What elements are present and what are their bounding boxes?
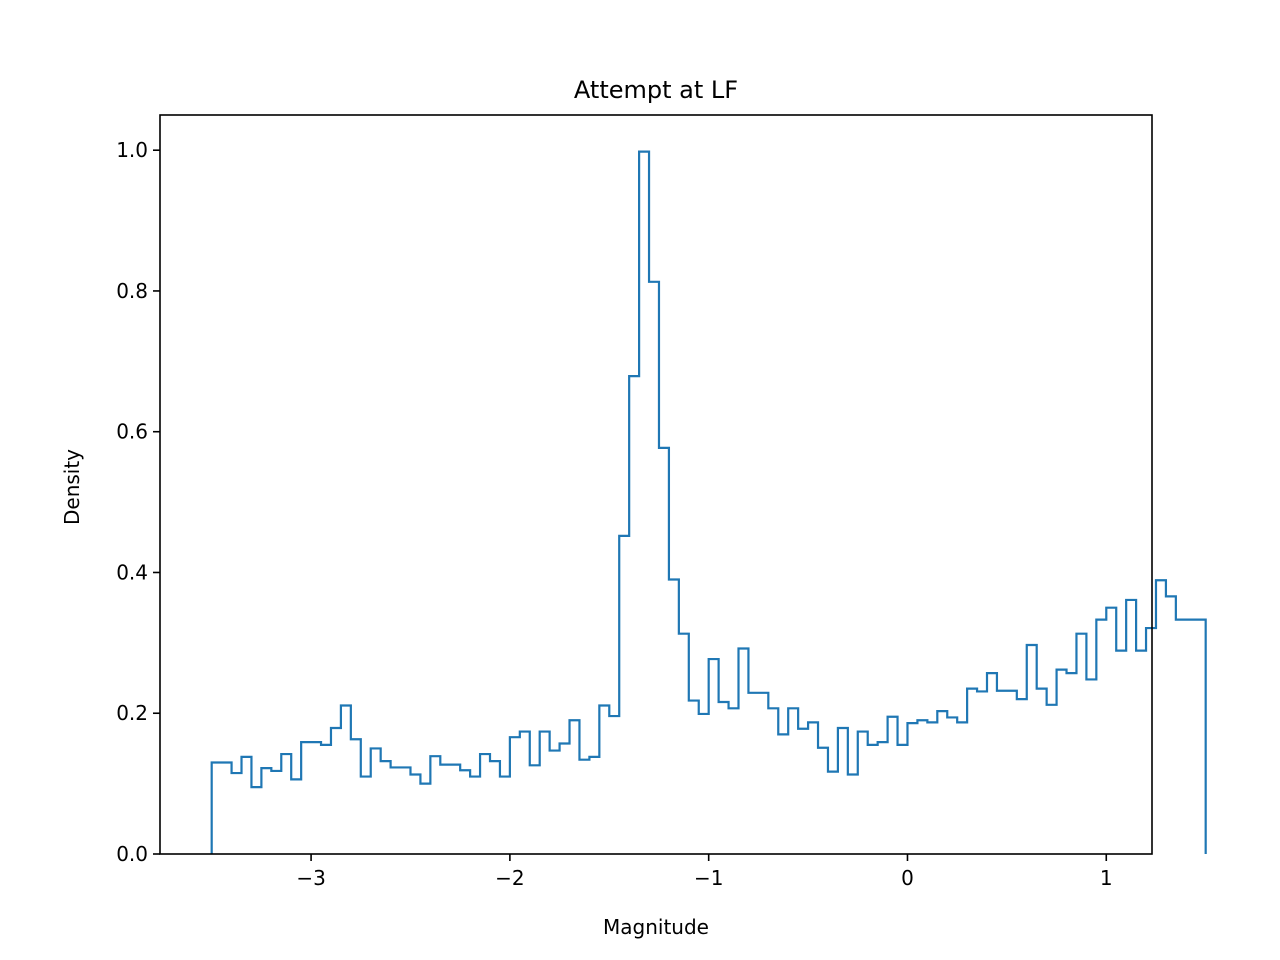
y-tick-label: 0.0 [116, 842, 148, 866]
plot-frame [159, 114, 1153, 855]
axis-ticks: −3 −2 −1 0 1 0.0 0.2 0.4 0.6 0.8 1.0 [116, 138, 1112, 890]
x-tick-label: −3 [296, 866, 325, 890]
x-tick-label: −1 [694, 866, 723, 890]
y-tick-label: 1.0 [116, 138, 148, 162]
y-tick-label: 0.8 [116, 279, 148, 303]
y-axis-label: Density [60, 449, 84, 525]
x-axis-label: Magnitude [603, 915, 709, 939]
x-tick-label: 1 [1100, 866, 1113, 890]
chart-title: Attempt at LF [574, 76, 738, 104]
y-tick-label: 0.4 [116, 560, 148, 584]
histogram-step-line [210, 150, 1207, 854]
x-tick-label: −2 [495, 866, 524, 890]
x-tick-label: 0 [901, 866, 914, 890]
y-tick-label: 0.6 [116, 420, 148, 444]
y-tick-label: 0.2 [116, 701, 148, 725]
